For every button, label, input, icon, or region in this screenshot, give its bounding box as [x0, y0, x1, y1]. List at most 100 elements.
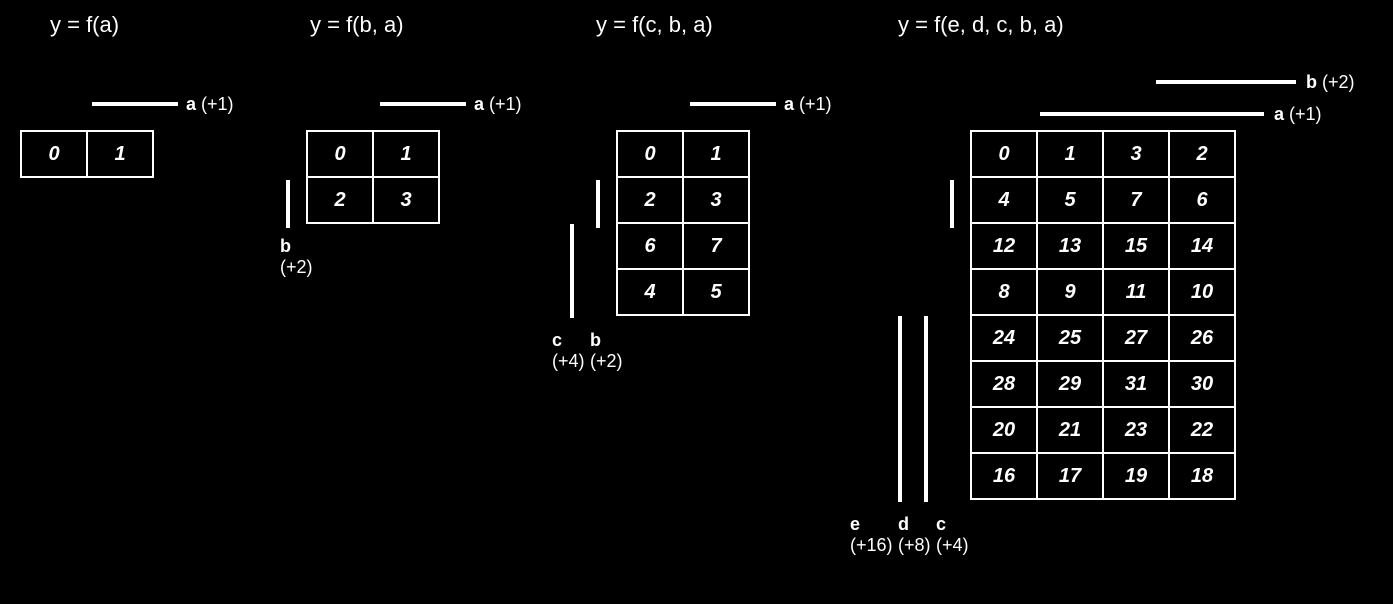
- panel2-b-vbar: [286, 180, 290, 228]
- panel4-a-hbar: [1040, 112, 1264, 116]
- cell: 6: [617, 223, 683, 269]
- table-row: 2 3: [307, 177, 439, 223]
- panel4-label-c: c (+4): [936, 514, 969, 556]
- cell: 21: [1037, 407, 1103, 453]
- table-row: 0 1: [617, 131, 749, 177]
- cell: 3: [373, 177, 439, 223]
- label-weight: (+4): [936, 535, 969, 556]
- table-row: 4 5: [617, 269, 749, 315]
- cell: 0: [617, 131, 683, 177]
- table-row: 0 1 3 2: [971, 131, 1235, 177]
- table-row: 8 9 11 10: [971, 269, 1235, 315]
- cell: 19: [1103, 453, 1169, 499]
- table-row: 0 1: [307, 131, 439, 177]
- cell: 7: [683, 223, 749, 269]
- panel4-label-d: d (+8): [898, 514, 931, 556]
- panel3-label-b: b (+2): [590, 330, 623, 372]
- cell: 0: [21, 131, 87, 177]
- label-weight: (+16): [850, 535, 893, 556]
- table-row: 2 3: [617, 177, 749, 223]
- label-text: e: [850, 514, 893, 535]
- panel4-label-a: a (+1): [1274, 104, 1322, 125]
- label-text: c: [552, 330, 585, 351]
- table-row: 24 25 27 26: [971, 315, 1235, 361]
- cell: 17: [1037, 453, 1103, 499]
- cell: 0: [971, 131, 1037, 177]
- panel1-table: 0 1: [20, 130, 154, 178]
- label-weight: (+1): [799, 94, 832, 114]
- panel2-label-b: b (+2): [280, 236, 313, 278]
- label-weight: (+2): [280, 257, 313, 278]
- cell: 15: [1103, 223, 1169, 269]
- label-weight: (+1): [1289, 104, 1322, 124]
- label-weight: (+8): [898, 535, 931, 556]
- cell: 25: [1037, 315, 1103, 361]
- panel3-label-c: c (+4): [552, 330, 585, 372]
- label-weight: (+1): [489, 94, 522, 114]
- panel3-table: 0 1 2 3 6 7 4 5: [616, 130, 750, 316]
- cell: 6: [1169, 177, 1235, 223]
- label-weight: (+4): [552, 351, 585, 372]
- panel2-label-a: a (+1): [474, 94, 522, 115]
- panel3-title: y = f(c, b, a): [596, 12, 713, 38]
- panel4-c-vbar: [950, 180, 954, 228]
- label-text: a: [1274, 104, 1284, 124]
- panel1-title: y = f(a): [50, 12, 119, 38]
- table-row: 12 13 15 14: [971, 223, 1235, 269]
- panel1-label-a: a (+1): [186, 94, 234, 115]
- cell: 31: [1103, 361, 1169, 407]
- cell: 1: [373, 131, 439, 177]
- cell: 24: [971, 315, 1037, 361]
- panel3-label-a: a (+1): [784, 94, 832, 115]
- panel3-a-hbar: [690, 102, 776, 106]
- label-text: a: [186, 94, 196, 114]
- panel4-title: y = f(e, d, c, b, a): [898, 12, 1064, 38]
- label-text: b: [280, 236, 313, 257]
- cell: 1: [1037, 131, 1103, 177]
- table-row: 6 7: [617, 223, 749, 269]
- table-row: 28 29 31 30: [971, 361, 1235, 407]
- cell: 30: [1169, 361, 1235, 407]
- cell: 16: [971, 453, 1037, 499]
- cell: 14: [1169, 223, 1235, 269]
- cell: 12: [971, 223, 1037, 269]
- label-weight: (+2): [590, 351, 623, 372]
- cell: 29: [1037, 361, 1103, 407]
- cell: 27: [1103, 315, 1169, 361]
- cell: 4: [617, 269, 683, 315]
- cell: 0: [307, 131, 373, 177]
- table-row: 4 5 7 6: [971, 177, 1235, 223]
- cell: 13: [1037, 223, 1103, 269]
- label-text: b: [590, 330, 623, 351]
- cell: 1: [87, 131, 153, 177]
- panel4-d-vbar: [924, 316, 928, 502]
- cell: 18: [1169, 453, 1235, 499]
- cell: 10: [1169, 269, 1235, 315]
- cell: 11: [1103, 269, 1169, 315]
- label-text: a: [784, 94, 794, 114]
- panel2-table: 0 1 2 3: [306, 130, 440, 224]
- panel3-b-vbar: [596, 180, 600, 228]
- panel4-label-e: e (+16): [850, 514, 893, 556]
- label-text: c: [936, 514, 969, 535]
- panel4-e-vbar: [898, 316, 902, 502]
- cell: 5: [683, 269, 749, 315]
- panel4-b-hbar: [1156, 80, 1296, 84]
- cell: 22: [1169, 407, 1235, 453]
- table-row: 0 1: [21, 131, 153, 177]
- cell: 4: [971, 177, 1037, 223]
- cell: 3: [1103, 131, 1169, 177]
- panel1-a-hbar: [92, 102, 178, 106]
- label-text: b: [1306, 72, 1317, 92]
- cell: 26: [1169, 315, 1235, 361]
- cell: 7: [1103, 177, 1169, 223]
- cell: 1: [683, 131, 749, 177]
- panel2-title: y = f(b, a): [310, 12, 404, 38]
- label-weight: (+2): [1322, 72, 1355, 92]
- label-text: d: [898, 514, 931, 535]
- cell: 3: [683, 177, 749, 223]
- panel3-c-vbar: [570, 224, 574, 318]
- cell: 9: [1037, 269, 1103, 315]
- cell: 28: [971, 361, 1037, 407]
- cell: 2: [617, 177, 683, 223]
